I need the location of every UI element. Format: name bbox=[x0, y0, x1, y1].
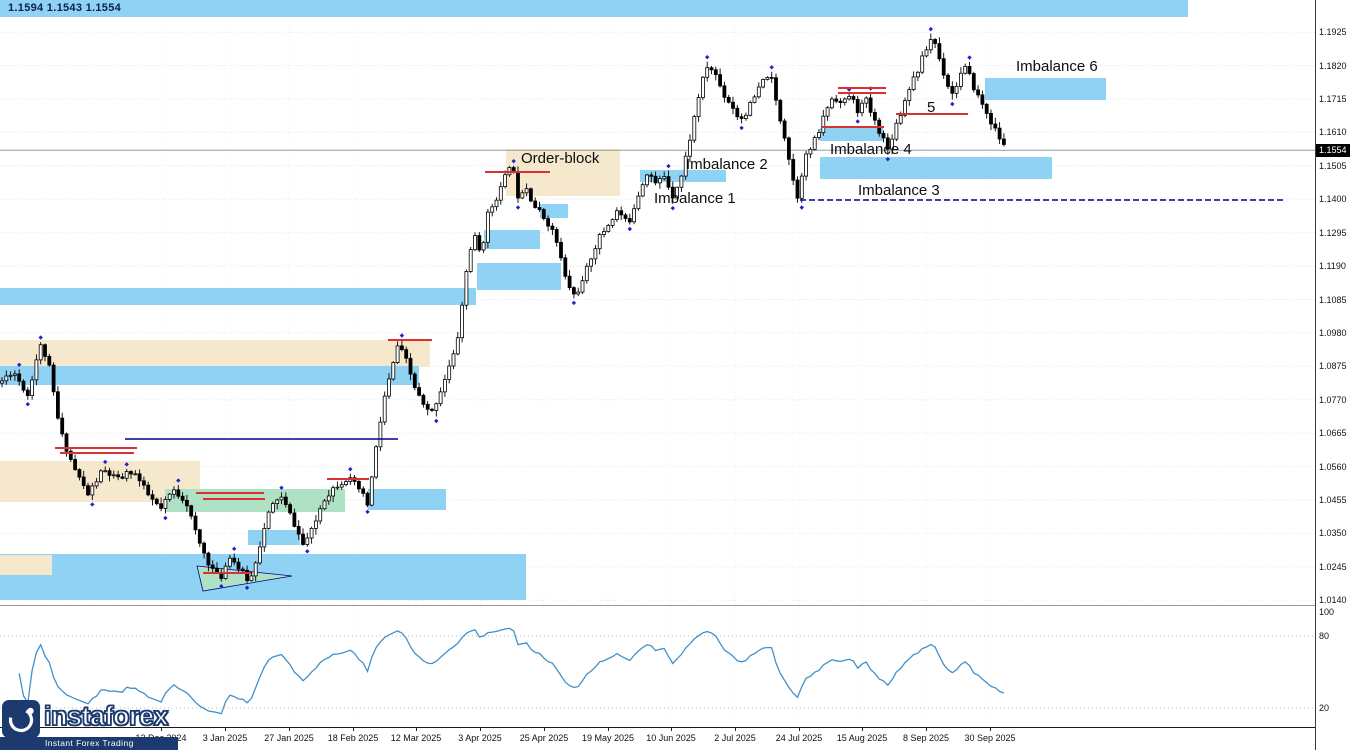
imbalance-zone-top[interactable] bbox=[0, 0, 1188, 17]
price-axis-label: 1.0980 bbox=[1319, 327, 1347, 338]
time-axis-tick bbox=[161, 728, 162, 731]
oscillator-line bbox=[18, 627, 1005, 715]
time-axis-tick bbox=[735, 728, 736, 731]
zones-group bbox=[0, 0, 1188, 600]
price-axis-label: 1.0350 bbox=[1319, 528, 1347, 539]
price-axis-label: 1.1085 bbox=[1319, 294, 1347, 305]
price-axis[interactable]: 1.1925 1.1820 1.1715 1.1610 1.1505 1.1400 1.12… bbox=[1315, 0, 1350, 750]
price-axis-label: 1.0875 bbox=[1319, 361, 1347, 372]
instaforex-tagline: Instant Forex Trading bbox=[0, 737, 178, 750]
instaforex-wordmark: instaforex bbox=[43, 700, 169, 732]
time-axis-tick bbox=[608, 728, 609, 731]
time-axis-tick bbox=[225, 728, 226, 731]
imbalance-zone[interactable] bbox=[477, 263, 561, 290]
time-axis-tick bbox=[990, 728, 991, 731]
time-axis-label: 12 Mar 2025 bbox=[390, 733, 442, 743]
instaforex-logo: instaforex Instant Forex Trading bbox=[0, 698, 190, 750]
price-axis-label: 1.1190 bbox=[1319, 261, 1346, 272]
time-axis-tick bbox=[799, 728, 800, 731]
imbalance-4-zone[interactable] bbox=[820, 157, 1052, 179]
price-axis-label: 1.1715 bbox=[1319, 94, 1347, 104]
imbalance-zone[interactable] bbox=[0, 288, 476, 305]
time-axis-label: 2 Jul 2025 bbox=[714, 733, 756, 743]
demand-zone[interactable] bbox=[165, 489, 345, 512]
time-axis-label: 19 May 2025 bbox=[581, 733, 635, 743]
oscillator-chart bbox=[0, 606, 1315, 727]
indicator-axis-label: 100 bbox=[1319, 607, 1335, 617]
price-axis-label: 1.0245 bbox=[1319, 561, 1347, 572]
time-axis-tick bbox=[671, 728, 672, 731]
price-axis-label: 1.1505 bbox=[1319, 160, 1347, 171]
time-axis-tick bbox=[289, 728, 290, 731]
time-axis-label: 27 Jan 2025 bbox=[264, 733, 314, 743]
imbalance-zone[interactable] bbox=[0, 366, 419, 385]
order-block-zone[interactable] bbox=[0, 555, 52, 575]
imbalance-zone[interactable] bbox=[368, 489, 446, 510]
drawn-lines-group bbox=[55, 87, 1283, 574]
time-axis-label: 25 Apr 2025 bbox=[519, 733, 569, 743]
time-axis-tick bbox=[416, 728, 417, 731]
time-axis-label: 30 Sep 2025 bbox=[964, 733, 1016, 743]
time-axis-label: 18 Feb 2025 bbox=[327, 733, 379, 743]
order-block-zone[interactable] bbox=[0, 340, 430, 367]
imbalance-zone[interactable] bbox=[484, 230, 540, 249]
time-axis-tick bbox=[353, 728, 354, 731]
price-axis-label: 1.0455 bbox=[1319, 495, 1347, 505]
price-axis-label: 1.0665 bbox=[1319, 428, 1347, 439]
panel-separator[interactable] bbox=[0, 605, 1350, 606]
imbalance-6-zone[interactable] bbox=[985, 78, 1106, 100]
time-axis-label: 10 Jun 2025 bbox=[646, 733, 696, 743]
time-axis-tick bbox=[862, 728, 863, 731]
candles-group bbox=[0, 33, 1006, 584]
time-axis-label: 15 Aug 2025 bbox=[836, 733, 888, 743]
fractal-markers bbox=[17, 26, 972, 590]
time-axis-tick bbox=[926, 728, 927, 731]
axis-separator bbox=[0, 727, 1350, 728]
time-axis-label: 3 Jan 2025 bbox=[202, 733, 248, 743]
price-axis-label: 1.0770 bbox=[1319, 394, 1347, 405]
imbalance-zone[interactable] bbox=[248, 530, 300, 545]
price-axis-label: 1.1400 bbox=[1319, 194, 1347, 205]
time-axis-label: 8 Sep 2025 bbox=[902, 733, 950, 743]
time-axis-label: 3 Apr 2025 bbox=[458, 733, 502, 743]
price-axis-label: 1.1610 bbox=[1319, 127, 1347, 138]
oscillator-panel[interactable] bbox=[0, 606, 1315, 727]
price-axis-label: 1.0560 bbox=[1319, 461, 1347, 472]
price-axis-label: 1.1925 bbox=[1319, 27, 1347, 38]
price-axis-label: 1.1820 bbox=[1319, 60, 1347, 71]
indicator-axis-label: 80 bbox=[1319, 631, 1330, 641]
price-axis-label: 1.1295 bbox=[1319, 227, 1347, 238]
ohlc-quote: 1.1594 1.1543 1.1554 bbox=[8, 2, 122, 14]
time-axis-label: 24 Jul 2025 bbox=[775, 733, 823, 743]
indicator-axis-label: 20 bbox=[1319, 703, 1330, 713]
time-axis-tick bbox=[544, 728, 545, 731]
candlestick-chart[interactable] bbox=[0, 0, 1315, 605]
imbalance-zone[interactable] bbox=[540, 204, 568, 218]
instaforex-swirl-icon bbox=[2, 700, 40, 738]
time-axis-tick bbox=[480, 728, 481, 731]
imbalance-5-zone[interactable] bbox=[820, 128, 883, 141]
price-chart-area[interactable]: Order-block Imbalance 1 Imbalance 2 Imbalan… bbox=[0, 0, 1315, 605]
current-price-tag: 1.1554 bbox=[1316, 143, 1350, 157]
price-axis-label: 1.0140 bbox=[1319, 595, 1347, 606]
